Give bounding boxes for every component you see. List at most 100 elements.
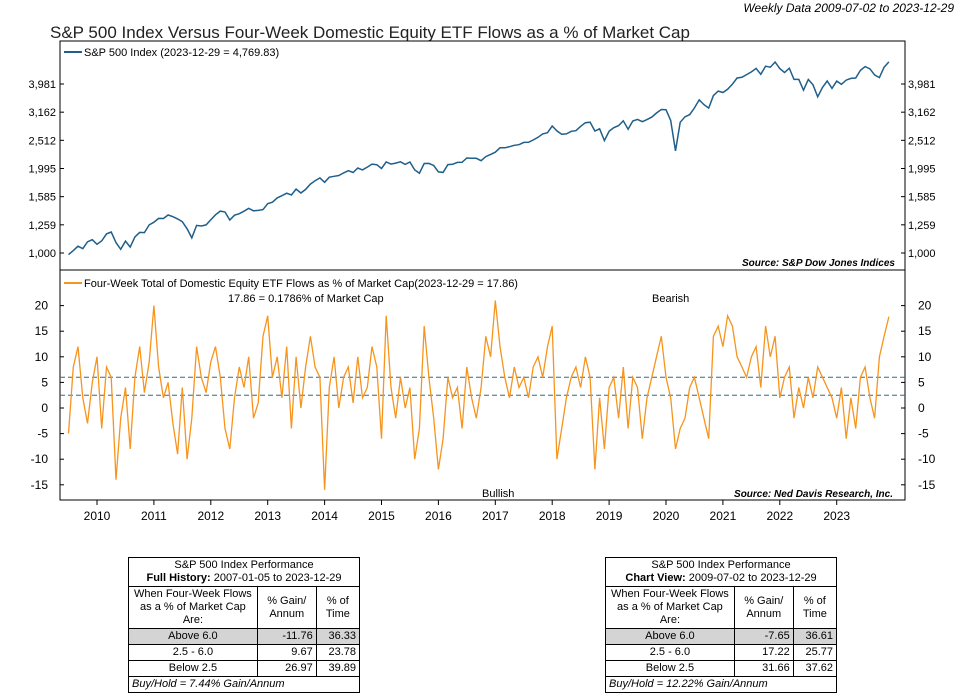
time-cell: 37.62: [792, 660, 838, 677]
y-tick-label-right: 1,259: [908, 220, 936, 232]
gain-cell: 31.66: [733, 660, 794, 677]
table-sub-label: Chart View:: [625, 572, 686, 584]
table-row: Below 2.5 31.66 37.62: [605, 660, 838, 677]
condition-cell: Above 6.0: [605, 628, 735, 645]
y-tick-label-left: -5: [37, 427, 48, 441]
flows-source: Source: Ned Davis Research, Inc.: [734, 489, 893, 500]
buy-hold-note: Buy/Hold = 7.44% Gain/Annum: [128, 676, 360, 693]
x-tick-label: 2022: [766, 509, 793, 523]
y-tick-label-left: 15: [35, 324, 49, 338]
table-row: 2.5 - 6.0 17.22 25.77: [605, 644, 838, 661]
y-tick-label-left: -15: [31, 478, 49, 492]
chart: Weekly Data 2009-07-02 to 2023-12-29 S&P…: [28, 1, 954, 523]
bottom-panel: [59, 269, 906, 501]
y-tick-label-right: -15: [918, 478, 936, 492]
y-tick-label-left: 0: [41, 401, 48, 415]
y-tick-label-left: 1,000: [28, 248, 56, 260]
y-tick-label-right: 10: [918, 350, 932, 364]
gain-cell: -7.65: [733, 628, 794, 645]
top-panel: [59, 40, 906, 271]
y-tick-label-left: 10: [35, 350, 49, 364]
time-cell: 39.89: [315, 660, 361, 677]
x-tick-label: 2014: [311, 509, 338, 523]
y-tick-label-right: 15: [918, 324, 932, 338]
y-tick-label-left: 1,259: [28, 220, 56, 232]
gain-cell: 9.67: [256, 644, 317, 661]
condition-cell: Above 6.0: [128, 628, 258, 645]
y-tick-label-right: 0: [918, 401, 925, 415]
time-cell: 36.61: [792, 628, 838, 645]
x-tick-label: 2016: [425, 509, 452, 523]
header-gain: % Gain/ Annum: [256, 586, 317, 629]
y-tick-label-left: 3,981: [28, 79, 56, 91]
x-tick-label: 2015: [368, 509, 395, 523]
y-tick-label-right: -10: [918, 452, 936, 466]
y-tick-label-right: 3,162: [908, 107, 936, 119]
gain-cell: 17.22: [733, 644, 794, 661]
table-row: Above 6.0 -7.65 36.61: [605, 628, 838, 645]
full-history-table: S&P 500 Index Performance Full History: 2…: [128, 557, 361, 693]
table-sub-label: Full History:: [146, 572, 211, 584]
gain-cell: -11.76: [256, 628, 317, 645]
header-time: % of Time: [315, 586, 361, 629]
gain-cell: 26.97: [256, 660, 317, 677]
header-time: % of Time: [792, 586, 838, 629]
bearish-label: Bearish: [652, 293, 689, 305]
condition-cell: Below 2.5: [605, 660, 735, 677]
chart-view-table: S&P 500 Index Performance Chart View: 200…: [605, 557, 838, 693]
y-tick-label-left: 3,162: [28, 107, 56, 119]
x-tick-label: 2023: [823, 509, 850, 523]
y-tick-label-right: 3,981: [908, 79, 936, 91]
x-tick-label: 2020: [653, 509, 680, 523]
x-tick-label: 2010: [84, 509, 111, 523]
bullish-label: Bullish: [482, 488, 514, 500]
x-tick-label: 2012: [197, 509, 224, 523]
y-tick-label-right: 1,585: [908, 192, 936, 204]
table-title: S&P 500 Index Performance Full History: 2…: [128, 557, 360, 587]
x-tick-label: 2017: [482, 509, 509, 523]
y-tick-label-left: 2,512: [28, 135, 56, 147]
y-tick-label-left: -10: [31, 452, 49, 466]
sp500-legend: S&P 500 Index (2023-12-29 = 4,769.83): [84, 47, 279, 59]
x-tick-label: 2021: [710, 509, 737, 523]
table-title-text: S&P 500 Index Performance: [651, 559, 791, 571]
x-tick-label: 2011: [141, 509, 167, 523]
x-tick-label: 2018: [539, 509, 566, 523]
y-tick-label-left: 1,585: [28, 192, 56, 204]
y-tick-label-left: 1,995: [28, 164, 56, 176]
condition-cell: Below 2.5: [128, 660, 258, 677]
sp500-source: Source: S&P Dow Jones Indices: [742, 258, 895, 269]
buy-hold-note: Buy/Hold = 12.22% Gain/Annum: [605, 676, 837, 693]
header-condition: When Four-Week Flows as a % of Market Ca…: [128, 586, 258, 629]
table-sub-range: 2009-07-02 to 2023-12-29: [688, 572, 817, 584]
header-condition: When Four-Week Flows as a % of Market Ca…: [605, 586, 735, 629]
sp500-line: [68, 60, 890, 256]
y-tick-label-right: 1,995: [908, 164, 936, 176]
flows-note: 17.86 = 0.1786% of Market Cap: [228, 293, 384, 305]
table-title-text: S&P 500 Index Performance: [174, 559, 314, 571]
y-tick-label-left: 20: [35, 299, 49, 313]
table-row: Above 6.0 -11.76 36.33: [128, 628, 361, 645]
flows-legend: Four-Week Total of Domestic Equity ETF F…: [84, 278, 518, 290]
chart-title: S&P 500 Index Versus Four-Week Domestic …: [50, 23, 690, 42]
y-tick-label-right: 5: [918, 375, 925, 389]
time-cell: 23.78: [315, 644, 361, 661]
condition-cell: 2.5 - 6.0: [605, 644, 735, 661]
table-row: Below 2.5 26.97 39.89: [128, 660, 361, 677]
date-range: Weekly Data 2009-07-02 to 2023-12-29: [743, 1, 954, 15]
x-tick-label: 2013: [254, 509, 281, 523]
y-tick-label-right: 1,000: [908, 248, 936, 260]
table-sub-range: 2007-01-05 to 2023-12-29: [213, 572, 342, 584]
condition-cell: 2.5 - 6.0: [128, 644, 258, 661]
y-tick-label-left: 5: [41, 375, 48, 389]
x-tick-label: 2019: [596, 509, 623, 523]
header-gain: % Gain/ Annum: [733, 586, 794, 629]
y-tick-label-right: 2,512: [908, 135, 936, 147]
flows-line: [67, 300, 890, 490]
table-title: S&P 500 Index Performance Chart View: 200…: [605, 557, 837, 587]
y-tick-label-right: 20: [918, 299, 932, 313]
time-cell: 25.77: [792, 644, 838, 661]
time-cell: 36.33: [315, 628, 361, 645]
table-row: 2.5 - 6.0 9.67 23.78: [128, 644, 361, 661]
y-tick-label-right: -5: [918, 427, 929, 441]
